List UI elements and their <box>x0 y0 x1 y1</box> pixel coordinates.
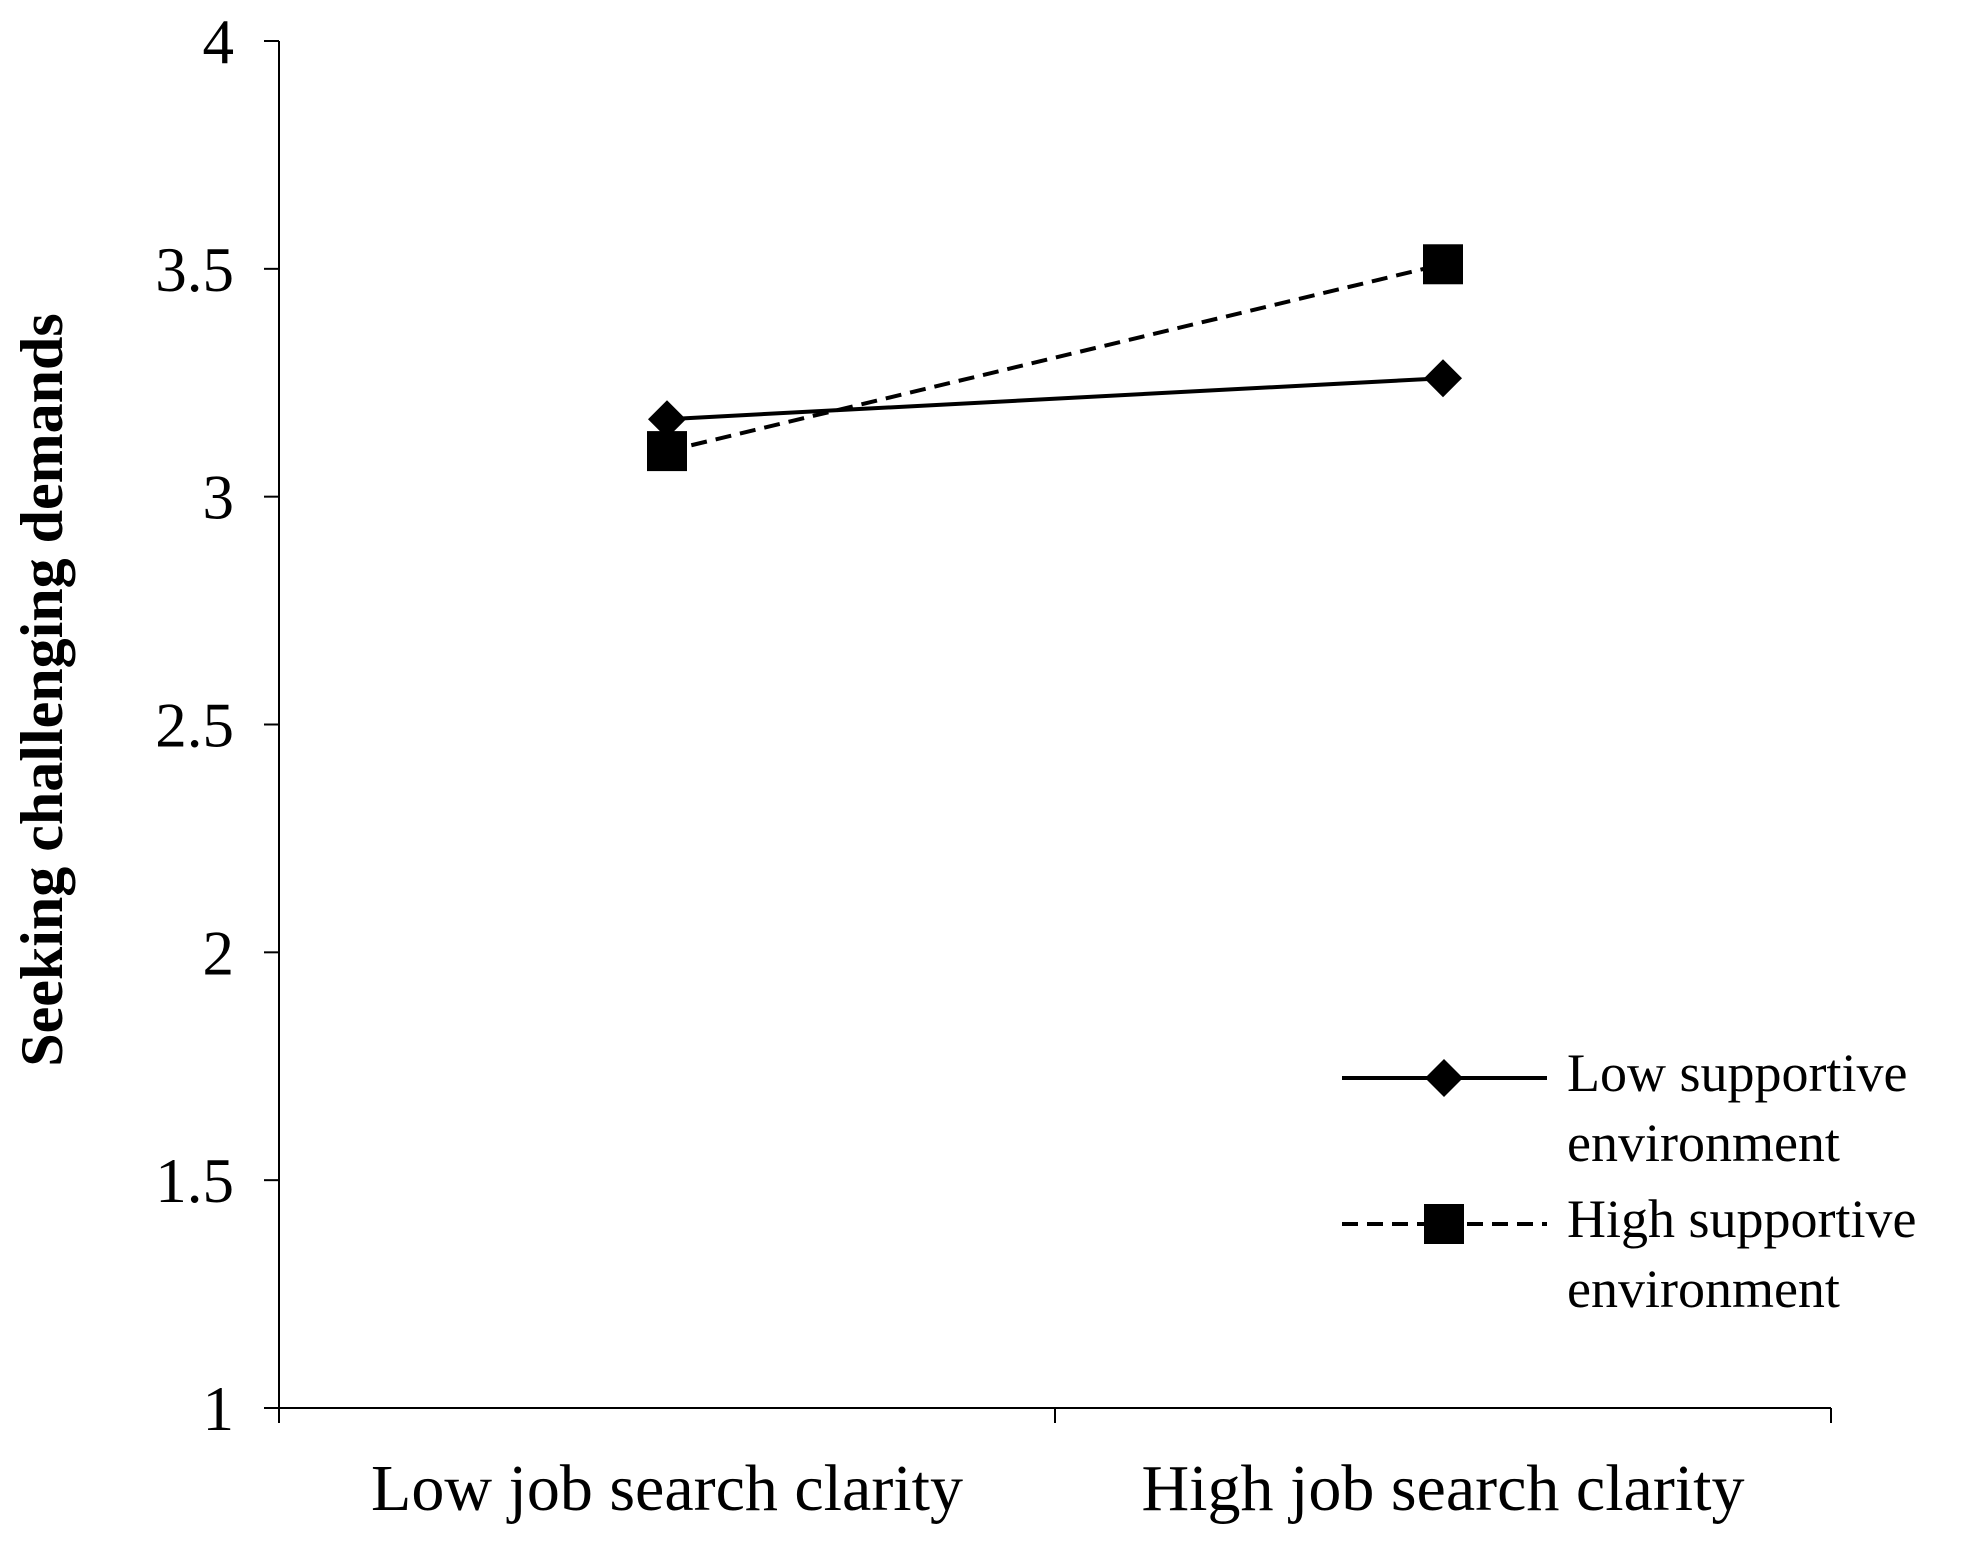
diamond-marker <box>648 400 686 439</box>
y-axis-title: Seeking challenging demands <box>9 313 75 1067</box>
diamond-marker <box>1424 359 1462 398</box>
y-tick-label: 1 <box>203 1374 235 1444</box>
y-tick-label: 2.5 <box>155 691 234 761</box>
legend-label: High supportive environment <box>1567 1189 1917 1319</box>
legend-label: Low supportive environment <box>1567 1043 1908 1173</box>
y-tick-label: 4 <box>203 7 235 77</box>
series-line <box>666 262 1444 454</box>
legend-item: High supportive environment <box>1342 1186 1982 1324</box>
series-line <box>666 376 1444 422</box>
y-tick-label: 2 <box>203 918 235 988</box>
x-tick-label: Low job search clarity <box>371 1452 963 1525</box>
x-tick-label: High job search clarity <box>1142 1452 1745 1525</box>
square-marker <box>1423 244 1463 285</box>
diamond-marker <box>1425 1059 1463 1097</box>
square-marker <box>647 431 687 472</box>
legend: Low supportive environment High supportiv… <box>1342 1040 1982 1332</box>
y-tick-label: 3.5 <box>155 235 234 305</box>
legend-item: Low supportive environment <box>1342 1040 1982 1178</box>
y-tick-label: 1.5 <box>155 1146 234 1216</box>
legend-symbol <box>1342 1204 1547 1244</box>
y-tick-label: 3 <box>203 463 235 533</box>
square-marker <box>1424 1204 1464 1244</box>
legend-symbol <box>1342 1059 1547 1097</box>
